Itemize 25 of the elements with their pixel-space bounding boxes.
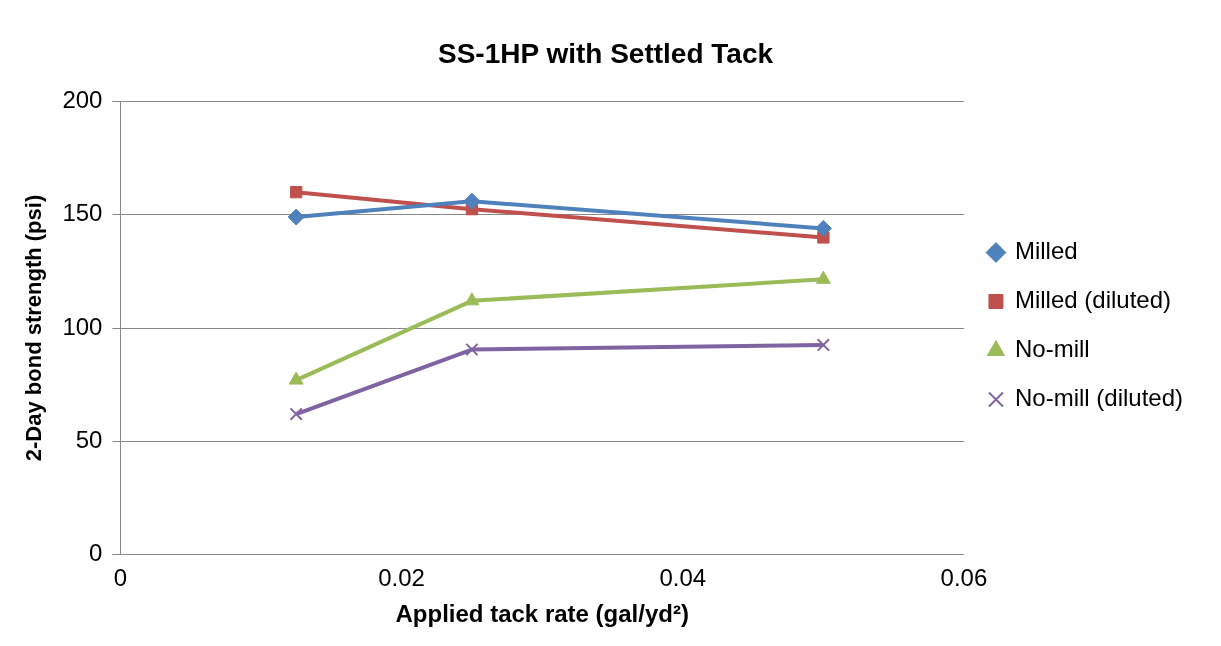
y-tick-label: 0 [89,539,103,567]
y-tick-label: 50 [75,425,103,453]
y-tick-label: 100 [62,312,103,340]
y-tick-label: 150 [62,199,103,227]
point [464,292,480,306]
point [465,342,479,357]
point [288,371,304,385]
point [290,186,303,199]
x-tick-label: 0.02 [378,564,425,592]
point [815,270,831,284]
point [816,338,831,352]
legend-label: No-mill [1014,335,1090,363]
legend-label: Milled (diluted) [1014,286,1172,314]
legend-label: No-mill (diluted) [1014,384,1184,412]
chart-title: SS-1HP with Settled Tack [437,37,774,69]
legend-label: Milled [1014,237,1078,265]
x-tick-label: 0.06 [940,564,988,592]
x-axis-title: Applied tack rate (gal/yd²) [395,600,689,628]
point [463,192,481,210]
y-tick-label: 200 [62,86,103,114]
point [289,407,303,421]
y-axis-title: 2-Day bond strength (psi) [21,194,47,462]
x-tick-label: 0 [113,564,128,592]
point [287,208,305,226]
x-tick-label: 0.04 [659,564,707,592]
